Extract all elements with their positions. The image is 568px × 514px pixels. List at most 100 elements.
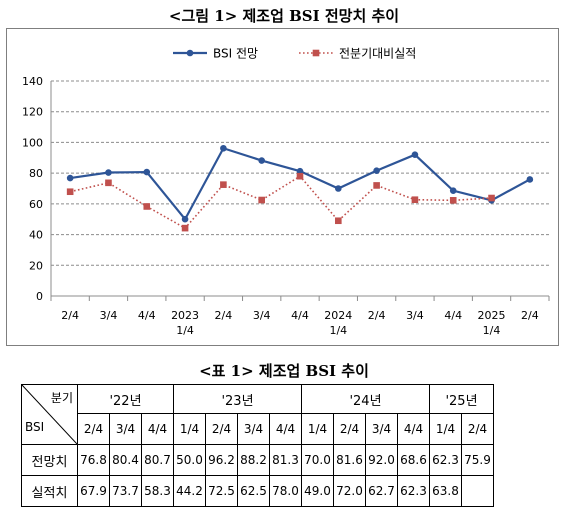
data-point (373, 167, 380, 174)
table-cell: 80.4 (109, 444, 142, 476)
table-cell: 63.8 (429, 475, 462, 507)
table-header-row: 분기 BSI '22년 '23년 '24년 '25년 (21, 384, 494, 445)
data-point (143, 168, 151, 176)
table-cell: 68.6 (397, 444, 430, 476)
y-tick-label: 140 (22, 75, 43, 88)
data-point (220, 144, 227, 152)
data-point (411, 196, 419, 204)
table-row: 실적치 67.9 73.7 58.3 44.2 72.5 62.5 78.0 49.0 72.0 6… (21, 475, 494, 507)
row-label: 전망치 (21, 444, 78, 476)
quarter-header: 1/4 (301, 413, 334, 445)
data-point (296, 167, 304, 175)
x-tick-label: 4/4 (444, 309, 462, 322)
x-tick-label: 2/4 (61, 309, 79, 322)
quarter-header: 4/4 (397, 413, 430, 445)
table-cell: 81.6 (333, 444, 366, 476)
corner-label-quarter: 분기 (50, 391, 73, 405)
table-cell: 80.7 (141, 444, 174, 476)
x-tick-label: 2/4 (521, 309, 539, 322)
quarter-header: 4/4 (141, 413, 174, 445)
x-tick-label: 3/4 (100, 309, 118, 322)
table-cell: 50.0 (173, 444, 206, 476)
data-point (526, 176, 534, 183)
data-point (105, 169, 112, 176)
table-cell: 67.9 (77, 475, 110, 507)
table-cell: 81.3 (269, 444, 302, 476)
quarter-header: 2/4 (77, 413, 110, 445)
table-cell: 96.2 (205, 444, 238, 476)
y-tick-label: 60 (29, 198, 43, 211)
quarter-header: 1/4 (429, 413, 462, 445)
year-header: '25년 (429, 384, 494, 414)
data-point (258, 157, 265, 164)
data-point (66, 188, 74, 196)
y-tick-label: 120 (22, 106, 43, 119)
quarter-header: 4/4 (269, 413, 302, 445)
bsi-table: 분기 BSI '22년 '23년 '24년 '25년 2/4 3/4 4/4 1/4 2/4 3/4 4… (21, 384, 494, 507)
table-cell: 72.0 (333, 475, 366, 507)
y-tick-label: 40 (29, 229, 43, 242)
x-tick-label: 1/4 (176, 324, 194, 337)
x-tick-label: 4/4 (291, 309, 309, 322)
legend-marker (186, 49, 194, 57)
data-point (449, 197, 457, 204)
x-tick-label: 2023 (171, 309, 199, 322)
year-header: '24년 (301, 384, 430, 414)
data-point (105, 179, 112, 187)
x-tick-label: 2/4 (215, 309, 233, 322)
data-point (335, 185, 342, 192)
data-point (66, 174, 74, 182)
table-cell: 73.7 (109, 475, 142, 507)
table-cell: 75.9 (461, 444, 494, 476)
data-point (181, 224, 189, 232)
data-point (220, 181, 227, 188)
table-cell: 62.3 (397, 475, 430, 507)
row-label: 실적치 (21, 475, 78, 507)
x-tick-label: 2025 (478, 309, 506, 322)
x-tick-label: 2024 (324, 309, 352, 322)
data-point (335, 217, 342, 225)
table-cell: 92.0 (365, 444, 398, 476)
data-point (181, 215, 189, 223)
quarter-header: 1/4 (173, 413, 206, 445)
legend-label-2: 전분기대비실적 (339, 47, 416, 61)
table-cell: 62.3 (429, 444, 462, 476)
data-point (373, 182, 380, 189)
x-tick-label: 2/4 (368, 309, 386, 322)
quarter-header: 2/4 (461, 413, 494, 445)
y-tick-label: 0 (36, 290, 43, 303)
quarter-header: 3/4 (109, 413, 142, 445)
data-point (258, 196, 265, 204)
table-cell: 62.7 (365, 475, 398, 507)
table-cell: 78.0 (269, 475, 302, 507)
year-header: '23년 (173, 384, 302, 414)
quarter-header: 3/4 (365, 413, 398, 445)
x-tick-label: 1/4 (483, 324, 501, 337)
figure-title: <그림 1> 제조업 BSI 전망치 추이 (168, 7, 400, 25)
quarter-header: 2/4 (205, 413, 238, 445)
year-header: '22년 (77, 384, 174, 414)
table-cell: 44.2 (173, 475, 206, 507)
series-line-2 (69, 175, 492, 230)
bsi-line-chart: 0 20 40 60 80 100 120 140 2/4 3/4 4/4 2023 1/4 2/4 3/4… (22, 47, 550, 337)
x-tick-label: 4/4 (138, 309, 156, 322)
x-tick-label: 3/4 (253, 309, 271, 322)
y-tick-label: 100 (22, 136, 43, 149)
quarter-header: 3/4 (237, 413, 270, 445)
data-point (488, 194, 495, 202)
x-tick-label: 1/4 (329, 324, 347, 337)
corner-label-bsi: BSI (25, 420, 45, 434)
table-cell (461, 475, 494, 507)
chart-frame: 0 20 40 60 80 100 120 140 2/4 3/4 4/4 2023 1/4 2/4 3/4… (6, 28, 559, 346)
table-cell: 70.0 (301, 444, 334, 476)
table-title: <표 1> 제조업 BSI 추이 (199, 362, 369, 380)
table-quarter-row: 2/4 3/4 4/4 1/4 2/4 3/4 4/4 1/4 2/4 3/4 4/4 1/4 2/4 (22, 413, 494, 445)
table-cell: 88.2 (237, 444, 270, 476)
quarter-header: 2/4 (333, 413, 366, 445)
data-point (143, 203, 151, 210)
table-row: 전망치 76.8 80.4 80.7 50.0 96.2 88.2 81.3 70.0 81.6 9… (21, 444, 494, 476)
y-tick-label: 20 (29, 259, 43, 272)
y-tick-label: 80 (29, 167, 43, 180)
data-point (411, 151, 419, 159)
x-tick-label: 3/4 (406, 309, 424, 322)
